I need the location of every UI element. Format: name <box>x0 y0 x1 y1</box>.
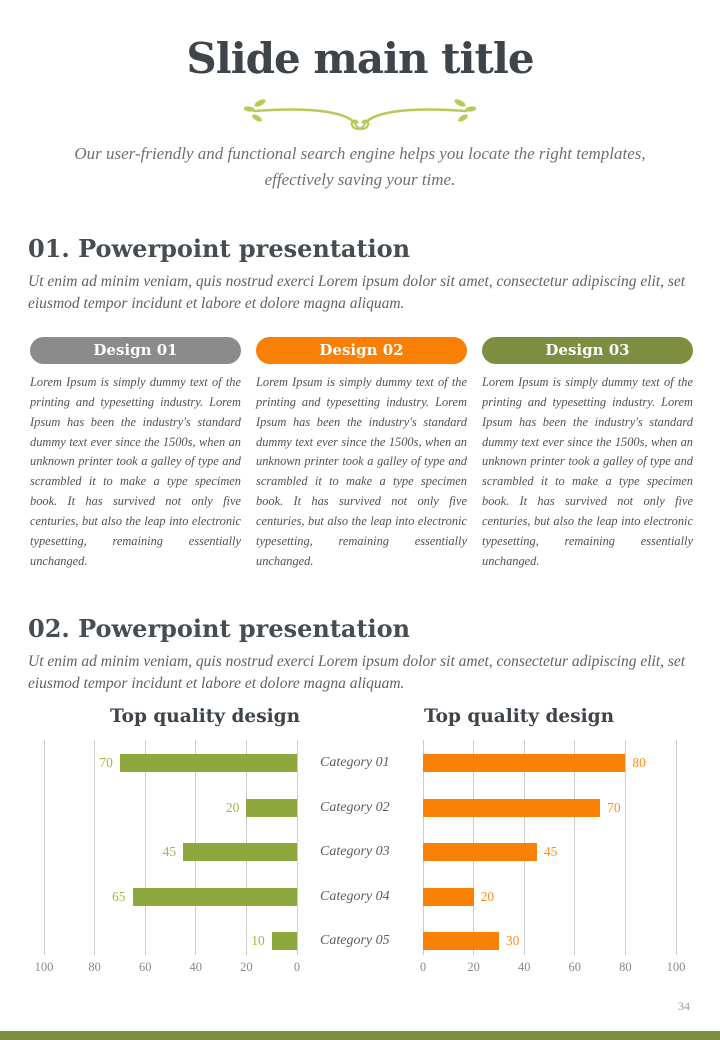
bar-category-03 <box>423 843 537 861</box>
section-1-description: Ut enim ad minim veniam, quis nostrud ex… <box>28 273 686 312</box>
gridline <box>624 740 626 955</box>
bar-category-02 <box>423 798 601 817</box>
design-02-body-text: Lorem Ipsum is simply dummy text of the … <box>256 375 467 568</box>
bar-value-label: 30 <box>505 933 520 948</box>
bar-value-label: 65 <box>112 888 126 904</box>
bar-category-04 <box>132 887 297 906</box>
axis-tick-label: 60 <box>138 960 152 974</box>
gridline <box>144 740 146 955</box>
axis-tick-label: 0 <box>419 960 427 974</box>
bar-value-label: 70 <box>99 755 113 770</box>
axis-tick-label: 40 <box>517 960 531 974</box>
bar-category-01 <box>119 754 297 772</box>
design-01-pill: Design 01 <box>30 337 241 364</box>
bar-category-03 <box>183 843 297 861</box>
page-title: Slide main title <box>186 34 534 83</box>
bar-value-label: 45 <box>162 844 177 859</box>
gridline <box>94 740 96 955</box>
bar-category-04 <box>423 887 474 906</box>
section-2-heading: 02. Powerpoint presentation <box>28 614 411 643</box>
axis-tick-label: 100 <box>34 960 54 974</box>
category-label: Category 05 <box>320 933 390 948</box>
design-01-body-text: Lorem Ipsum is simply dummy text of the … <box>30 375 241 568</box>
footer-accent-bar <box>0 1031 720 1040</box>
category-label: Category 03 <box>320 844 390 859</box>
vine-flourish-decoration <box>244 96 476 131</box>
axis-tick-label: 100 <box>666 960 686 974</box>
category-label: Category 04 <box>320 888 390 904</box>
bar-value-label: 20 <box>480 888 495 904</box>
axis-tick-label: 80 <box>619 960 632 974</box>
design-02-pill: Design 02 <box>256 337 467 364</box>
left-chart-title: Top quality design <box>109 706 301 727</box>
axis-tick-label: 60 <box>568 960 582 974</box>
gridline <box>43 740 45 955</box>
bar-value-label: 10 <box>251 933 265 948</box>
page-number: 34 <box>678 999 690 1013</box>
gridline <box>675 740 677 955</box>
bar-value-label: 70 <box>607 799 621 815</box>
axis-tick-label: 0 <box>293 960 301 974</box>
axis-tick-label: 40 <box>189 960 203 974</box>
bar-value-label: 45 <box>543 844 558 859</box>
bar-category-01 <box>423 754 626 772</box>
axis-tick-label: 20 <box>467 960 480 974</box>
bar-value-label: 20 <box>225 799 240 815</box>
axis-tick-label: 20 <box>240 960 253 974</box>
section-1-heading: 01. Powerpoint presentation <box>28 234 411 263</box>
bar-category-05 <box>423 932 499 950</box>
gridline <box>296 740 298 955</box>
page-subtitle: Our user-friendly and functional search … <box>74 144 646 189</box>
design-03-pill: Design 03 <box>482 337 693 364</box>
bar-category-05 <box>271 932 297 950</box>
axis-tick-label: 80 <box>88 960 101 974</box>
category-label: Category 02 <box>320 799 390 815</box>
section-2-description: Ut enim ad minim veniam, quis nostrud ex… <box>28 653 686 692</box>
bar-category-02 <box>246 798 297 817</box>
right-chart-title: Top quality design <box>423 706 615 727</box>
gridline <box>574 740 576 955</box>
bar-value-label: 80 <box>632 755 646 770</box>
design-03-body-text: Lorem Ipsum is simply dummy text of the … <box>482 375 693 568</box>
category-label: Category 01 <box>320 755 390 770</box>
